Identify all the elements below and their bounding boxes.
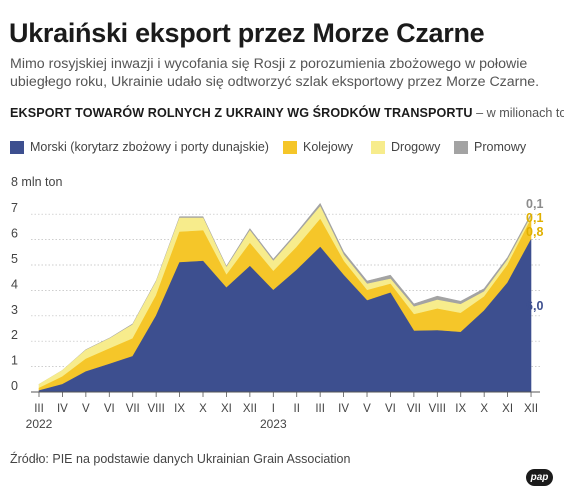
source-note: Źródło: PIE na podstawie danych Ukrainia…	[10, 452, 351, 466]
x-tick-label: VI	[104, 403, 115, 415]
x-tick-label: I	[272, 403, 275, 415]
end-value-label: 0,1	[526, 197, 543, 211]
legend-label-promowy: Promowy	[474, 140, 527, 154]
x-tick-label: III	[34, 403, 44, 415]
legend-swatch-morski	[10, 140, 24, 154]
y-tick-label: 1	[11, 354, 18, 368]
chart-title: Ukraiński eksport przez Morze Czarne	[9, 18, 485, 48]
x-tick-label: VI	[385, 403, 396, 415]
legend-swatch-kolejowy	[283, 140, 297, 154]
x-tick-label: IX	[455, 403, 466, 415]
x-tick-label: VIII	[148, 403, 165, 415]
legend-item-kolejowy: Kolejowy	[283, 140, 353, 154]
year-label: 2023	[260, 417, 287, 431]
x-tick-label: II	[294, 403, 300, 415]
x-tick-label: VII	[126, 403, 140, 415]
y-axis-label: 8 mln ton	[11, 175, 62, 189]
legend-label-drogowy: Drogowy	[391, 140, 441, 154]
x-tick-label: XII	[243, 403, 257, 415]
x-tick-label: IV	[338, 403, 349, 415]
y-tick-label: 2	[11, 328, 18, 342]
end-value-label: 0,1	[526, 211, 543, 225]
end-value-label: 0,8	[526, 225, 543, 239]
legend-label-morski: Morski (korytarz zbożowy i porty dunajsk…	[30, 140, 269, 154]
x-tick-label: III	[315, 403, 325, 415]
legend-item-morski: Morski (korytarz zbożowy i porty dunajsk…	[10, 140, 269, 154]
x-tick-label: V	[82, 403, 90, 415]
y-tick-label: 0	[11, 379, 18, 393]
x-tick-label: XII	[524, 403, 538, 415]
legend-swatch-promowy	[454, 140, 468, 154]
x-tick-label: X	[199, 403, 207, 415]
chart-heading: EKSPORT TOWARÓW ROLNYCH Z UKRAINY WG ŚRO…	[10, 106, 564, 120]
end-value-label: 6,0	[526, 299, 543, 313]
x-tick-label: VII	[407, 403, 421, 415]
legend-swatch-drogowy	[371, 140, 385, 154]
y-tick-label: 3	[11, 303, 18, 317]
chart-unit: – w milionach ton	[472, 106, 564, 120]
chart-subtitle: Mimo rosyjskiej inwazji i wycofania się …	[10, 56, 540, 90]
legend-item-drogowy: Drogowy	[371, 140, 440, 154]
pap-logo: pap	[526, 469, 553, 486]
chart-heading-text: EKSPORT TOWARÓW ROLNYCH Z UKRAINY WG ŚRO…	[10, 106, 473, 120]
year-label: 2022	[26, 417, 53, 431]
y-tick-label: 6	[11, 227, 18, 241]
y-tick-label: 4	[11, 277, 18, 291]
x-tick-label: XI	[221, 403, 232, 415]
legend-item-promowy: Promowy	[454, 140, 526, 154]
x-tick-label: X	[480, 403, 488, 415]
x-tick-label: XI	[502, 403, 513, 415]
x-tick-label: V	[363, 403, 371, 415]
y-tick-label: 5	[11, 252, 18, 266]
x-tick-label: IV	[57, 403, 68, 415]
legend-label-kolejowy: Kolejowy	[303, 140, 354, 154]
x-tick-label: IX	[174, 403, 185, 415]
y-tick-label: 7	[11, 201, 18, 215]
x-tick-label: VIII	[429, 403, 446, 415]
